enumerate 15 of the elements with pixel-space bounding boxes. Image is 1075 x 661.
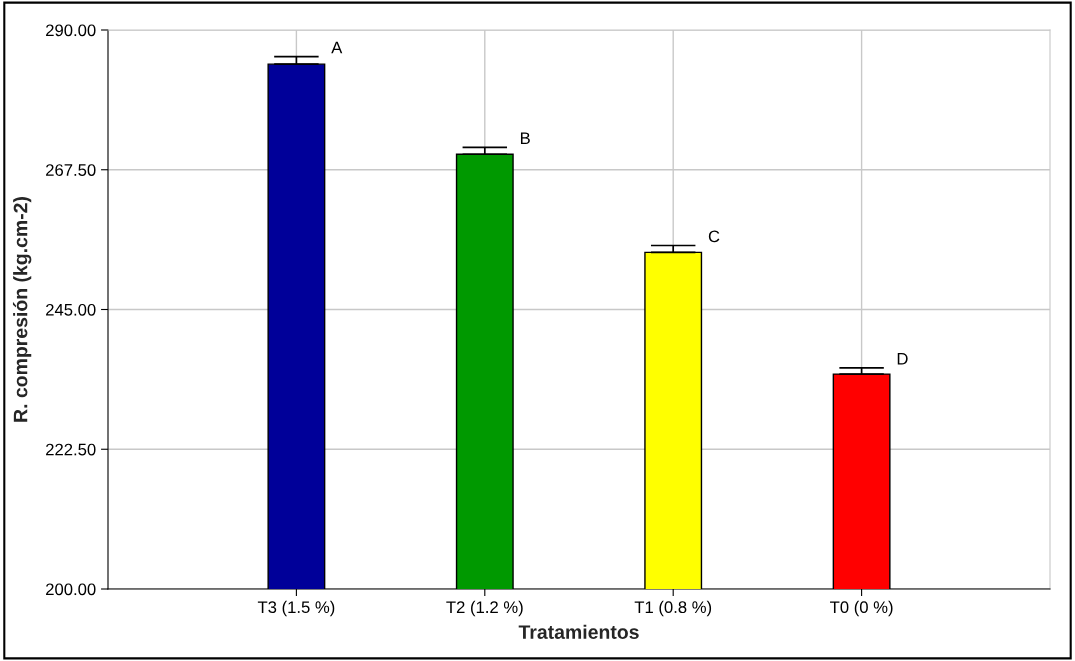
x-axis-title: Tratamientos	[518, 624, 639, 639]
y-tick-label: 222.50	[46, 443, 96, 456]
y-axis-title: R. compresión (kg.cm-2)	[12, 197, 32, 422]
x-tick-label: T2 (1.2 %)	[446, 600, 523, 617]
y-tick-label: 290.00	[46, 24, 96, 37]
y-tick-label: 245.00	[46, 303, 96, 316]
annotation: C	[708, 230, 720, 243]
y-tick-label: 267.50	[46, 164, 96, 176]
x-tick-label: T1 (0.8 %)	[634, 600, 712, 617]
x-tick-label: T0 (0 %)	[830, 600, 893, 617]
annotation: A	[331, 41, 343, 54]
annotation: B	[520, 132, 530, 144]
annotation: D	[897, 352, 908, 365]
x-tick-label: T3 (1.5 %)	[257, 600, 335, 617]
y-tick-label: 200.00	[46, 583, 96, 596]
